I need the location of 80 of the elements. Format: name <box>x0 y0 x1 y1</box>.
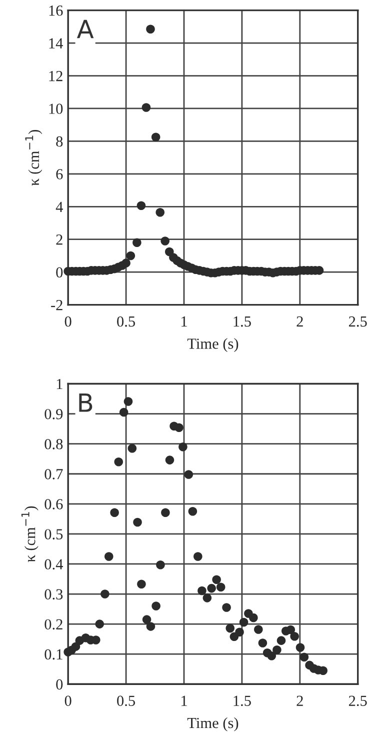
point <box>152 602 160 610</box>
point <box>184 470 194 479</box>
point <box>222 603 231 612</box>
y-tick-label: 0.3 <box>44 589 63 600</box>
point <box>165 456 174 464</box>
point <box>216 582 226 592</box>
point <box>119 408 128 417</box>
point <box>146 622 156 631</box>
y-tick-label: 1 <box>56 378 62 390</box>
point <box>194 552 202 561</box>
point <box>272 645 282 654</box>
point <box>254 625 263 634</box>
y-tick-label: 0.2 <box>44 619 62 630</box>
y-tick-label: 0.1 <box>44 649 62 660</box>
point <box>188 507 198 516</box>
y-tick-label: 0.9 <box>44 408 63 420</box>
y-tick-label: 16 <box>49 6 63 16</box>
x-tick-label: 1 <box>182 316 187 327</box>
point <box>142 615 152 624</box>
y-tick-label: 14 <box>49 38 63 48</box>
x-tick-label: 1.5 <box>234 696 251 706</box>
y-tick-label: -2 <box>51 300 62 310</box>
y-tick-label: 4 <box>56 202 63 212</box>
point <box>100 590 110 598</box>
x-tick-label: 2 <box>296 316 303 327</box>
point <box>133 518 142 527</box>
x-tick-label: 0.5 <box>117 316 135 327</box>
y-tick-label: 6 <box>56 169 63 180</box>
y-tick-label: 10 <box>49 104 63 114</box>
point <box>286 625 296 634</box>
x-tick-label: 1.5 <box>234 316 251 327</box>
point <box>249 613 258 622</box>
y-tick-label: 0 <box>56 267 63 278</box>
y-tick-label: 12 <box>49 70 62 82</box>
point <box>114 457 124 466</box>
x-tick-label: 2 <box>296 696 303 706</box>
point <box>300 652 309 662</box>
y-tick-label: 8 <box>56 136 63 147</box>
annotation: B <box>79 394 92 412</box>
x-tick-label: 0.5 <box>117 696 135 706</box>
point <box>174 423 184 432</box>
point <box>239 618 248 627</box>
point <box>161 508 170 518</box>
point <box>128 444 137 453</box>
point <box>276 636 286 645</box>
y-tick-label: 0.6 <box>44 499 63 510</box>
point <box>212 575 221 584</box>
point <box>95 620 104 628</box>
x-axis-title: Time (s) <box>187 338 238 352</box>
x-tick-label: 1 <box>182 696 187 706</box>
x-tick-label: 2.5 <box>348 696 367 706</box>
y-tick-label: 0.7 <box>44 469 63 480</box>
point <box>178 442 188 452</box>
annotation: A <box>76 20 94 38</box>
point <box>156 560 165 570</box>
point <box>198 586 206 596</box>
point <box>207 584 216 593</box>
y-tick-label: 0 <box>56 679 63 690</box>
point <box>110 508 119 518</box>
x-axis-title: Time (s) <box>187 717 238 732</box>
point <box>226 624 235 633</box>
point <box>71 642 80 651</box>
y-tick-label: 0.8 <box>44 438 63 450</box>
point <box>137 580 146 588</box>
x-tick-label: 0 <box>64 316 72 327</box>
point <box>290 632 299 641</box>
y-tick-label: 0.5 <box>44 529 63 540</box>
point <box>202 594 212 602</box>
point <box>258 638 268 648</box>
point <box>267 652 276 660</box>
y-tick-label: 2 <box>56 234 62 245</box>
point <box>296 643 305 652</box>
point <box>235 628 244 637</box>
x-tick-label: 0 <box>64 696 72 706</box>
x-tick-label: 2.5 <box>348 316 367 327</box>
point <box>124 397 133 406</box>
point <box>104 552 114 561</box>
y-axis-title: κ (cm$^{−1}$) <box>21 506 38 562</box>
y-axis-title: κ (cm$^{−1}$) <box>25 130 42 186</box>
y-tick-label: 0.4 <box>44 559 63 570</box>
